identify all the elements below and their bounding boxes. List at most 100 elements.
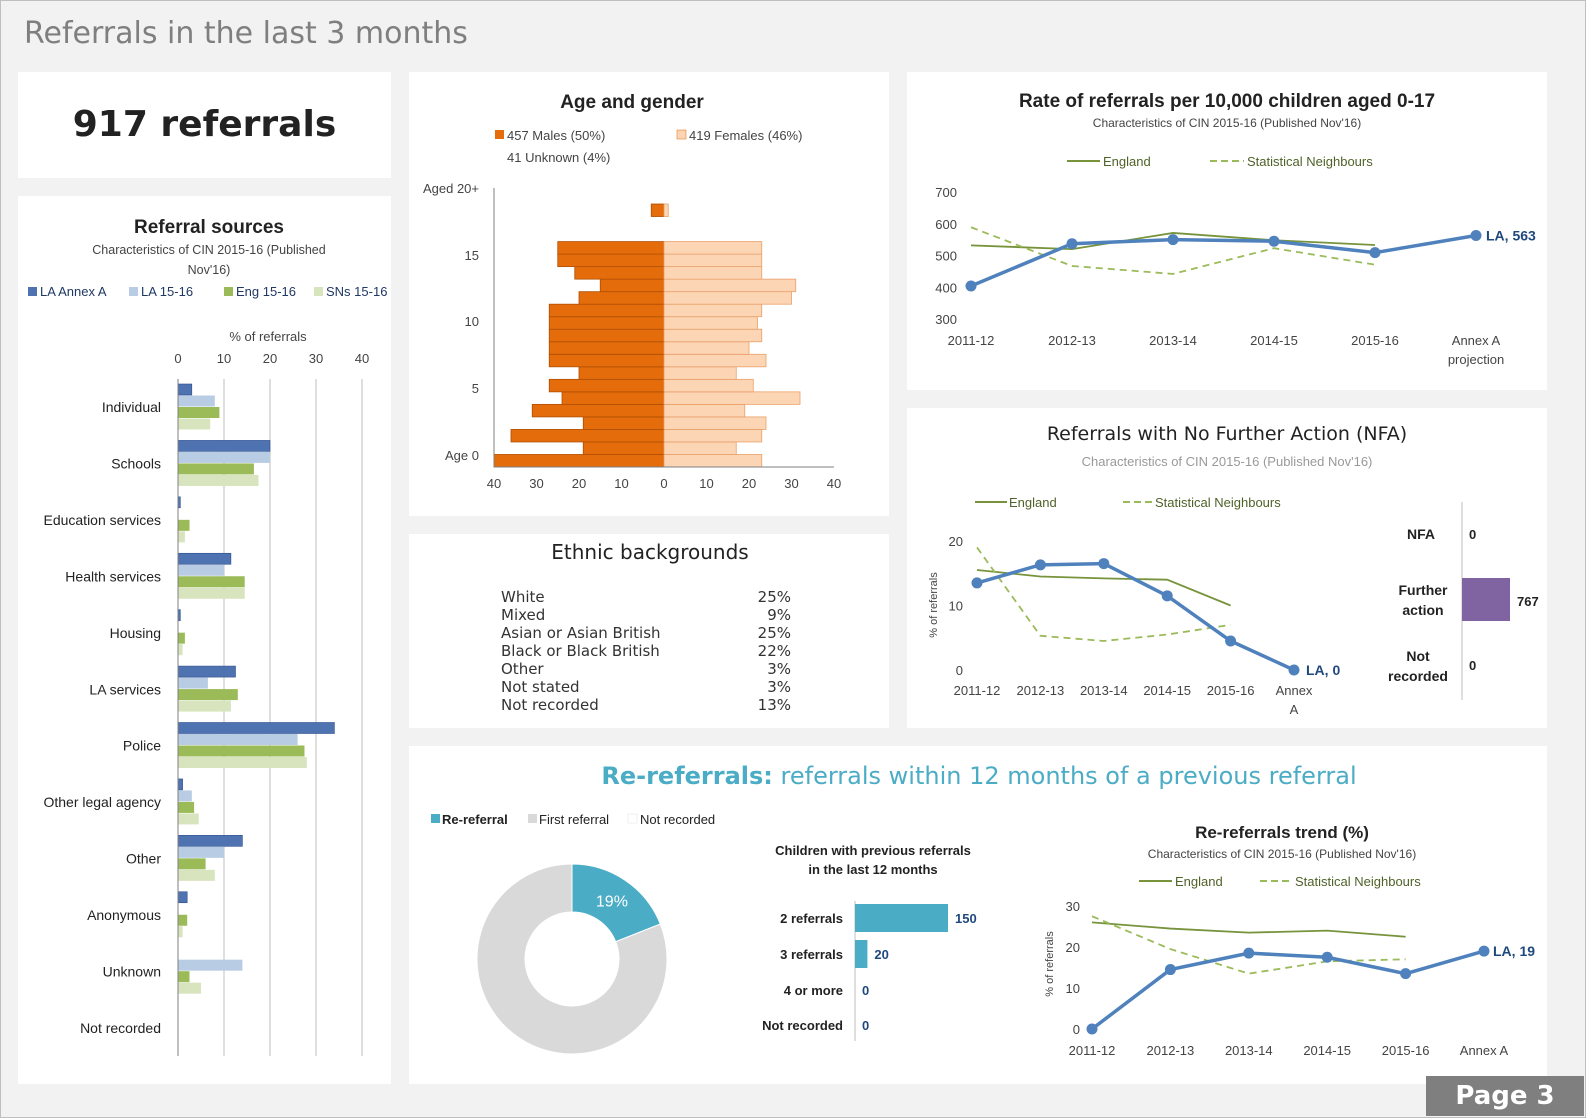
- sources-tick-label: 40: [355, 351, 369, 366]
- rereferrals-title: Re-referrals: referrals within 12 months…: [601, 762, 1356, 790]
- series-line-statistical-neighbours: [976, 546, 1231, 642]
- male-bar: [578, 366, 665, 380]
- age-gender-plot: 40 30 20 10 0 10 20 30 40 Aged 20+ 15 10 5 Age 0: [423, 181, 841, 491]
- sources-category-label: LA services: [89, 681, 161, 697]
- y-tick-label: 10: [949, 599, 963, 614]
- nfa-subtitle: Characteristics of CIN 2015-16 (Publishe…: [1082, 454, 1373, 469]
- rate-chart: Rate of referrals per 10,000 children ag…: [935, 91, 1536, 367]
- sources-bar: [178, 926, 183, 938]
- female-bar: [663, 416, 767, 430]
- sources-legend-swatch: [129, 287, 138, 296]
- sources-bar: [178, 587, 245, 599]
- rate-x-label: 2015-16: [1351, 333, 1399, 348]
- rereferral-donut: 19%: [476, 863, 668, 1055]
- age-y-label: 10: [465, 314, 479, 329]
- sources-subtitle-2: Nov'16): [188, 263, 231, 277]
- la-point: [1098, 558, 1110, 570]
- female-bar: [663, 366, 737, 380]
- trend-x-label: 2013-14: [1225, 1043, 1273, 1058]
- nfa-x-label: 2014-15: [1143, 683, 1191, 698]
- legend-males: 457 Males (50%): [507, 128, 605, 143]
- ethnic-row: Black or Black British 22%: [501, 642, 791, 660]
- ethnic-label: Not recorded: [501, 696, 599, 714]
- sources-tick-label: 10: [217, 351, 231, 366]
- children-bar: [855, 904, 948, 932]
- rate-x-label: projection: [1448, 352, 1504, 367]
- ethnic-value: 3%: [767, 660, 791, 678]
- female-bar: [663, 266, 763, 280]
- female-bar: [663, 391, 801, 405]
- sources-axis-label: % of referrals: [229, 329, 307, 344]
- rate-legend-england: England: [1103, 154, 1151, 169]
- nfa-side-label-action: action: [1402, 602, 1443, 618]
- male-bar: [578, 291, 665, 305]
- ethnic-title: Ethnic backgrounds: [551, 540, 749, 564]
- sources-bar: [178, 451, 270, 463]
- ethnic-label: White: [501, 588, 545, 606]
- sources-category-label: Other legal agency: [43, 794, 161, 810]
- total-referrals: 917 referrals: [72, 104, 337, 145]
- female-bar: [663, 316, 758, 330]
- sources-bar: [177, 722, 335, 734]
- trend-end-label: LA, 19: [1493, 943, 1535, 959]
- male-bar: [557, 241, 665, 255]
- y-tick-label: 0: [956, 663, 963, 678]
- series-line-england: [1091, 921, 1406, 938]
- sources-bar: [178, 474, 259, 486]
- ethnic-label: Asian or Asian British: [501, 624, 661, 642]
- la-point: [1086, 1023, 1098, 1035]
- trend-legend-england: England: [1175, 874, 1223, 889]
- nfa-x-label: 2012-13: [1017, 683, 1065, 698]
- la-point: [1470, 229, 1482, 241]
- nfa-plot: 0 10 20 2011-12 2012-13 2013-14 2014-15 2015-16…: [949, 534, 1341, 717]
- re-legend-notrec-swatch: [627, 813, 638, 824]
- la-point: [1369, 247, 1381, 259]
- sources-bar: [178, 971, 190, 983]
- sources-bar: [178, 813, 199, 825]
- nfa-side-label-further: Further: [1399, 582, 1449, 598]
- trend-subtitle: Characteristics of CIN 2015-16 (Publishe…: [1148, 847, 1416, 861]
- age-tick-label: 10: [614, 476, 628, 491]
- age-gender-chart: Age and gender 457 Males (50%) 419 Femal…: [423, 92, 841, 491]
- sources-category-label: Housing: [110, 625, 161, 641]
- children-bar: [855, 940, 868, 968]
- ethnic-row: Not recorded 13%: [501, 696, 791, 714]
- la-point: [1400, 968, 1412, 980]
- la-point: [1164, 964, 1176, 976]
- sources-category-label: Individual: [102, 399, 161, 415]
- ethnic-panel: Ethnic backgrounds White 25% Mixed 9% Asian …: [409, 534, 889, 728]
- trend-legend-sn: Statistical Neighbours: [1295, 874, 1421, 889]
- sources-bar: [178, 463, 254, 475]
- children-title-2: in the last 12 months: [808, 862, 937, 877]
- nfa-panel: Referrals with No Further Action (NFA) C…: [907, 408, 1547, 728]
- sources-bar: [178, 858, 206, 870]
- sources-tick-label: 20: [263, 351, 277, 366]
- ethnic-value: 22%: [757, 642, 791, 660]
- female-bar: [663, 441, 737, 455]
- male-bar: [548, 353, 665, 368]
- nfa-side-label-not: Not: [1406, 648, 1430, 664]
- nfa-side-chart: NFA Further action Not recorded 0 767 0: [1388, 502, 1539, 700]
- y-tick-label: 30: [1066, 899, 1080, 914]
- female-bar: [663, 378, 754, 393]
- trend-x-label: Annex A: [1460, 1043, 1509, 1058]
- children-bar-value: 0: [862, 1018, 869, 1033]
- female-bar: [663, 253, 763, 268]
- legend-unknown: 41 Unknown (4%): [507, 150, 610, 165]
- sources-tick-label: 30: [309, 351, 323, 366]
- donut-slice: [476, 863, 668, 1055]
- nfa-x-label: 2015-16: [1207, 683, 1255, 698]
- sources-bar: [177, 552, 232, 565]
- age-tick-label: 20: [572, 476, 586, 491]
- male-bar: [561, 391, 665, 405]
- trend-x-label: 2011-12: [1069, 1043, 1116, 1058]
- sources-bar: [177, 665, 236, 678]
- la-point: [971, 577, 983, 589]
- sources-legend-item: LA Annex A: [40, 284, 107, 299]
- rate-x-label: 2011-12: [948, 333, 995, 348]
- la-point: [1161, 590, 1173, 602]
- ethnic-label: Not stated: [501, 678, 580, 696]
- rate-end-label: LA, 563: [1486, 227, 1536, 243]
- la-point: [1268, 235, 1280, 247]
- sources-legend: LA Annex A LA 15-16 Eng 15-16 SNs 15-16: [28, 284, 387, 299]
